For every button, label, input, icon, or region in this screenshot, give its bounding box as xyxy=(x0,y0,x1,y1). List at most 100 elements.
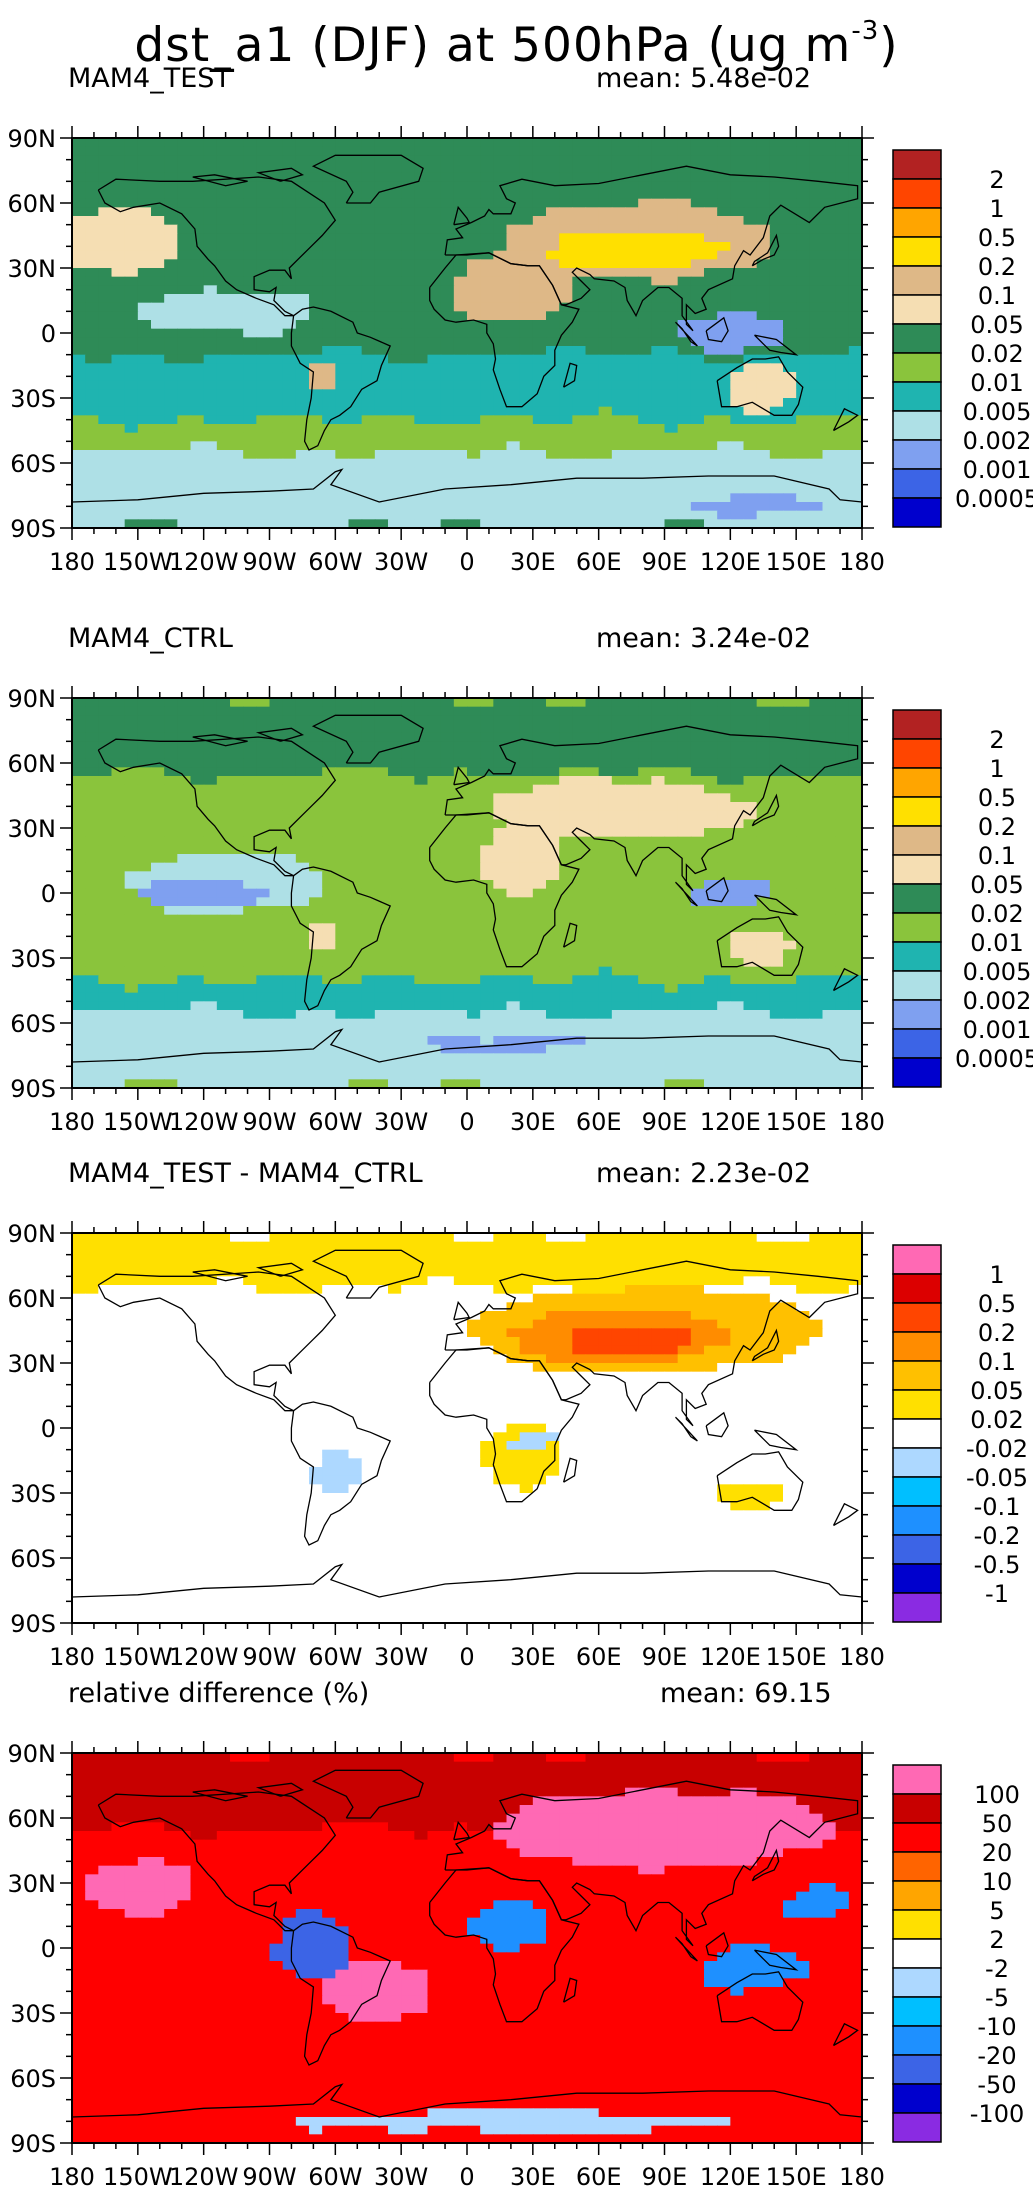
field-cell xyxy=(428,975,442,984)
field-cell xyxy=(520,984,534,993)
field-cell xyxy=(796,932,810,941)
field-cell xyxy=(349,502,363,511)
field-cell xyxy=(823,320,837,329)
field-cell xyxy=(467,897,481,906)
field-cell xyxy=(335,381,349,390)
field-cell xyxy=(678,441,692,450)
field-cell xyxy=(599,242,613,251)
field-cell xyxy=(362,173,376,182)
field-cell xyxy=(533,450,547,459)
field-cell xyxy=(520,467,534,476)
field-cell xyxy=(599,467,613,476)
field-cell xyxy=(757,389,771,398)
field-cell xyxy=(783,285,797,294)
field-cell xyxy=(783,277,797,286)
field-cell xyxy=(612,355,626,364)
field-cell xyxy=(112,346,126,355)
field-cell xyxy=(322,190,336,199)
field-cell xyxy=(217,511,231,520)
field-cell xyxy=(230,147,244,156)
field-cell xyxy=(151,467,165,476)
field-cell xyxy=(586,802,600,811)
field-cell xyxy=(665,511,679,520)
field-cell xyxy=(665,173,679,182)
field-cell xyxy=(428,251,442,260)
field-cell xyxy=(441,767,455,776)
field-cell xyxy=(809,897,823,906)
field-cell xyxy=(414,915,428,924)
field-cell xyxy=(414,897,428,906)
field-cell xyxy=(388,845,402,854)
field-cell xyxy=(349,259,363,268)
field-cell xyxy=(309,975,323,984)
field-cell xyxy=(493,207,507,216)
field-cell xyxy=(428,181,442,190)
field-cell xyxy=(744,381,758,390)
field-cell xyxy=(177,871,191,880)
field-cell xyxy=(572,407,586,416)
field-cell xyxy=(480,854,494,863)
field-cell xyxy=(546,242,560,251)
field-cell xyxy=(691,511,705,520)
field-cell xyxy=(270,511,284,520)
field-cell xyxy=(678,837,692,846)
field-cell xyxy=(836,320,850,329)
field-cell xyxy=(125,707,139,716)
field-cell xyxy=(823,993,837,1002)
field-cell xyxy=(507,441,521,450)
field-cell xyxy=(322,181,336,190)
field-cell xyxy=(204,467,218,476)
field-cell xyxy=(678,915,692,924)
field-cell xyxy=(283,975,297,984)
field-cell xyxy=(85,251,99,260)
field-cell xyxy=(467,733,481,742)
field-cell xyxy=(638,776,652,785)
field-cell xyxy=(572,225,586,234)
field-cell xyxy=(809,476,823,485)
field-cell xyxy=(559,975,573,984)
field-cell xyxy=(849,802,863,811)
field-cell xyxy=(625,793,639,802)
field-cell xyxy=(441,975,455,984)
field-cell xyxy=(441,733,455,742)
field-cell xyxy=(112,459,126,468)
field-cell xyxy=(72,398,86,407)
field-cell xyxy=(849,433,863,442)
field-cell xyxy=(151,346,165,355)
field-cell xyxy=(204,845,218,854)
field-cell xyxy=(704,147,718,156)
field-cell xyxy=(612,767,626,776)
field-cell xyxy=(744,493,758,502)
field-cell xyxy=(612,871,626,880)
field-cell xyxy=(388,320,402,329)
field-cell xyxy=(836,138,850,147)
field-cell xyxy=(625,923,639,932)
field-cell xyxy=(177,993,191,1002)
field-cell xyxy=(507,828,521,837)
field-cell xyxy=(296,819,310,828)
field-cell xyxy=(520,802,534,811)
field-cell xyxy=(454,294,468,303)
field-cell xyxy=(520,415,534,424)
field-cell xyxy=(809,441,823,450)
field-cell xyxy=(480,493,494,502)
field-cell xyxy=(270,251,284,260)
field-cell xyxy=(335,268,349,277)
field-cell xyxy=(362,415,376,424)
field-cell xyxy=(125,871,139,880)
field-cell xyxy=(849,268,863,277)
field-cell xyxy=(757,984,771,993)
field-cell xyxy=(849,811,863,820)
field-cell xyxy=(362,216,376,225)
field-cell xyxy=(836,511,850,520)
field-cell xyxy=(770,225,784,234)
field-cell xyxy=(362,476,376,485)
field-cell xyxy=(72,854,86,863)
field-cell xyxy=(533,958,547,967)
field-cell xyxy=(335,793,349,802)
field-cell xyxy=(414,268,428,277)
field-cell xyxy=(388,303,402,312)
field-cell xyxy=(770,502,784,511)
field-cell xyxy=(112,164,126,173)
field-cell xyxy=(177,932,191,941)
